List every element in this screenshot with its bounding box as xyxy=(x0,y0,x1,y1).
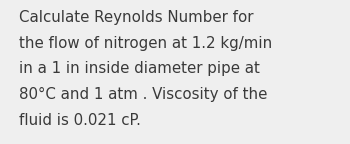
Text: 80°C and 1 atm . Viscosity of the: 80°C and 1 atm . Viscosity of the xyxy=(19,87,268,102)
Text: in a 1 in inside diameter pipe at: in a 1 in inside diameter pipe at xyxy=(19,61,260,76)
Text: fluid is 0.021 cP.: fluid is 0.021 cP. xyxy=(19,113,141,128)
Text: the flow of nitrogen at 1.2 kg/min: the flow of nitrogen at 1.2 kg/min xyxy=(19,36,273,51)
Text: Calculate Reynolds Number for: Calculate Reynolds Number for xyxy=(19,10,254,25)
